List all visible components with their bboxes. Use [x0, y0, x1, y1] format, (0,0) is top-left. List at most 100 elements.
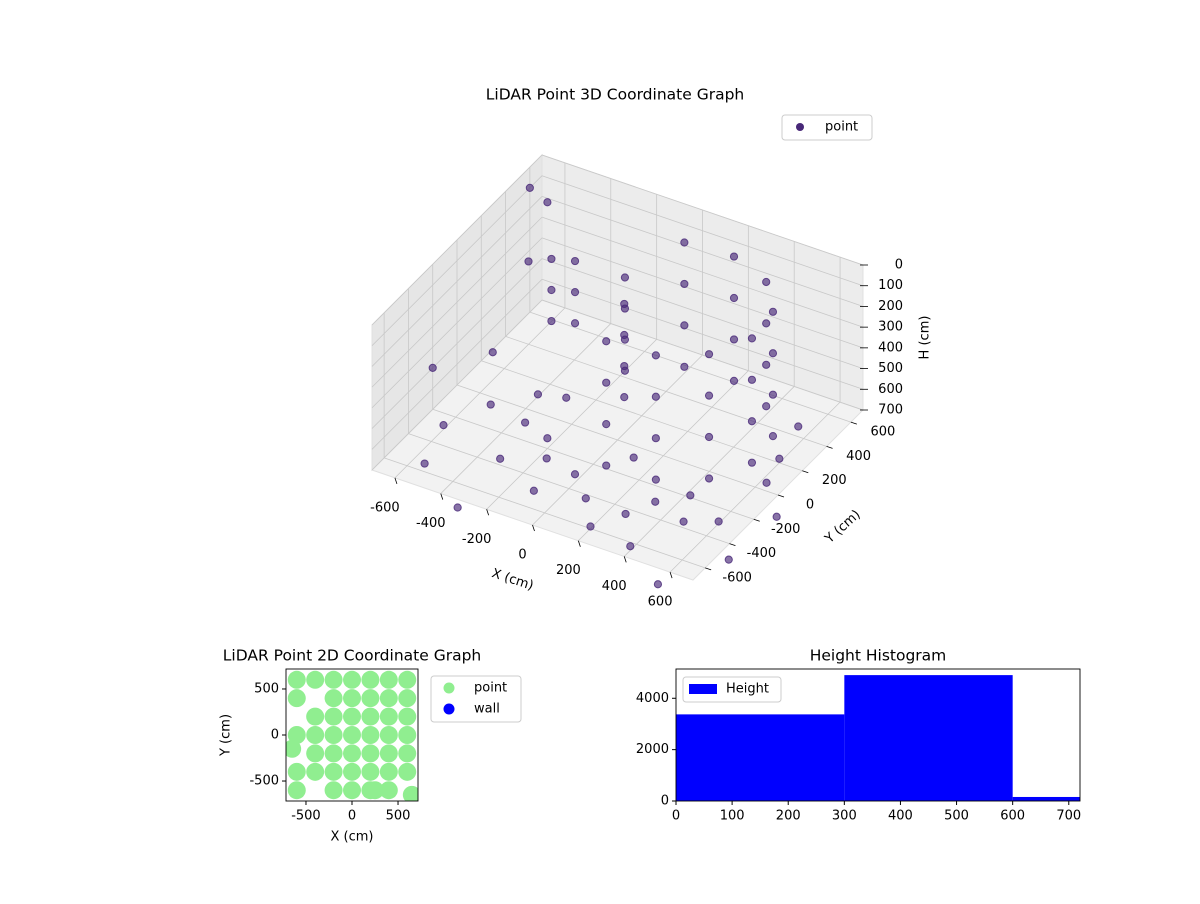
legend-marker [443, 703, 455, 715]
grid-line [481, 360, 803, 472]
point [729, 252, 739, 261]
point [680, 238, 689, 247]
bar [1012, 796, 1080, 801]
point [525, 183, 534, 192]
point [286, 739, 302, 758]
point [529, 486, 538, 495]
bar [676, 714, 845, 801]
point [306, 707, 325, 726]
z-tick-label: 200 [878, 299, 903, 314]
y-tick-label: -600 [722, 570, 752, 585]
point [533, 390, 543, 399]
grid-line [541, 175, 864, 287]
point [570, 288, 580, 297]
point [402, 785, 418, 801]
point [543, 198, 552, 207]
point [651, 497, 660, 506]
point [547, 254, 556, 264]
point [620, 273, 630, 282]
z-tick-label: 600 [878, 382, 903, 397]
point [361, 707, 380, 726]
point [306, 762, 325, 781]
point [679, 517, 688, 526]
point [361, 689, 380, 708]
grid-line [408, 433, 730, 544]
x-axis-label: X (cm) [331, 830, 374, 845]
x-tick [623, 556, 627, 563]
legend-label: point [474, 681, 507, 696]
point [524, 257, 533, 266]
y-tick-label: -200 [771, 522, 801, 537]
point [762, 319, 771, 328]
point [366, 781, 385, 800]
y-tick-label: 0 [271, 728, 279, 743]
grid-line [371, 279, 543, 450]
grid-line [371, 237, 543, 409]
x-tick-label: 100 [720, 809, 745, 824]
point [680, 362, 689, 371]
point [439, 421, 448, 430]
point [486, 400, 495, 409]
point [306, 744, 325, 763]
point [762, 402, 771, 411]
chart-title: LiDAR Point 3D Coordinate Graph [486, 86, 744, 104]
x-tick-label: 500 [944, 809, 969, 824]
x-tick-label: -200 [462, 532, 492, 547]
x-tick [486, 509, 490, 516]
grid-line [541, 278, 864, 390]
y-tick-label: 500 [254, 681, 279, 696]
grid-line [371, 258, 543, 429]
y-tick-label: 0 [661, 794, 669, 809]
point [361, 670, 380, 689]
y-tick-label: -400 [747, 546, 777, 561]
point [361, 744, 380, 763]
point [287, 781, 306, 800]
point [794, 422, 803, 431]
legend-label: point [825, 120, 858, 135]
grid-line [371, 175, 543, 346]
point [379, 726, 398, 744]
point [724, 555, 733, 564]
point [324, 670, 343, 689]
point [398, 762, 417, 781]
x-tick-label: 400 [888, 809, 913, 824]
x-tick-label: 600 [648, 595, 673, 610]
x-tick [577, 540, 581, 547]
bar [844, 675, 1013, 801]
y-tick [705, 567, 712, 571]
point [651, 392, 660, 401]
point [768, 432, 778, 441]
point [343, 744, 361, 763]
point [324, 726, 343, 744]
point [547, 316, 556, 326]
point [680, 321, 689, 330]
point [729, 335, 739, 344]
point [379, 689, 398, 708]
point [324, 744, 343, 763]
x-tick [669, 572, 673, 579]
point [398, 744, 417, 763]
point [768, 307, 778, 316]
x-tick [394, 477, 398, 484]
point [704, 432, 714, 442]
point [324, 762, 343, 781]
point [762, 277, 771, 287]
grid-line [541, 258, 864, 369]
point [398, 689, 417, 708]
point [775, 454, 784, 463]
point [379, 762, 398, 781]
point [704, 391, 714, 400]
point [453, 503, 462, 512]
y-axis-label: Y (cm) [219, 714, 234, 757]
point [379, 707, 398, 726]
point [704, 474, 714, 483]
point [324, 689, 343, 708]
z-tick-label: 700 [878, 403, 903, 418]
point [620, 299, 629, 309]
point [626, 542, 635, 551]
point [602, 420, 611, 429]
legend-box [682, 676, 782, 703]
point [428, 363, 437, 372]
y-tick [777, 494, 785, 498]
point [343, 707, 361, 726]
